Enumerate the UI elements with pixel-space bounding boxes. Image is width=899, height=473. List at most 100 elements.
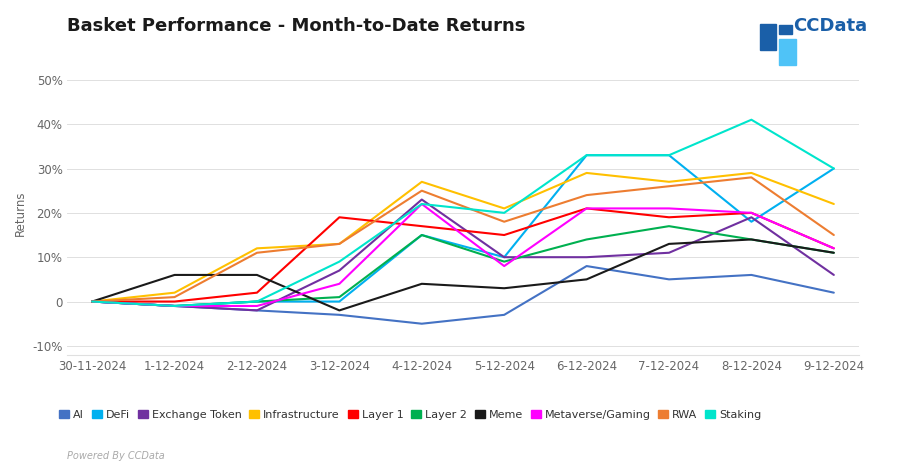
RWA bbox=[416, 188, 427, 193]
Infrastructure bbox=[663, 179, 674, 184]
DeFi bbox=[169, 303, 180, 309]
AI bbox=[499, 312, 510, 318]
Meme bbox=[252, 272, 263, 278]
Layer 2 bbox=[581, 236, 592, 242]
Line: RWA: RWA bbox=[92, 177, 834, 302]
Layer 2 bbox=[86, 299, 97, 305]
Text: Basket Performance - Month-to-Date Returns: Basket Performance - Month-to-Date Retur… bbox=[67, 17, 526, 35]
RWA bbox=[581, 192, 592, 198]
Metaverse/Gaming bbox=[86, 299, 97, 305]
AI bbox=[829, 290, 840, 296]
Exchange Token bbox=[252, 307, 263, 313]
Infrastructure bbox=[581, 170, 592, 176]
RWA bbox=[334, 241, 345, 247]
DeFi bbox=[581, 152, 592, 158]
Infrastructure bbox=[169, 290, 180, 296]
Staking bbox=[746, 117, 757, 123]
Layer 2 bbox=[169, 303, 180, 309]
Infrastructure bbox=[86, 299, 97, 305]
Staking bbox=[86, 299, 97, 305]
Layer 1 bbox=[252, 290, 263, 296]
Layer 2 bbox=[252, 299, 263, 305]
Metaverse/Gaming bbox=[663, 206, 674, 211]
Layer 1 bbox=[86, 299, 97, 305]
Layer 1 bbox=[499, 232, 510, 238]
Staking bbox=[829, 166, 840, 171]
Line: AI: AI bbox=[92, 266, 834, 324]
Infrastructure bbox=[499, 206, 510, 211]
AI bbox=[86, 299, 97, 305]
Staking bbox=[252, 299, 263, 305]
RWA bbox=[252, 250, 263, 255]
Staking bbox=[416, 201, 427, 207]
Exchange Token bbox=[334, 268, 345, 273]
Layer 1 bbox=[746, 210, 757, 216]
DeFi bbox=[416, 232, 427, 238]
Layer 2 bbox=[334, 294, 345, 300]
AI bbox=[581, 263, 592, 269]
Line: Infrastructure: Infrastructure bbox=[92, 173, 834, 302]
DeFi bbox=[334, 299, 345, 305]
RWA bbox=[499, 219, 510, 225]
Layer 2 bbox=[499, 259, 510, 264]
Staking bbox=[169, 303, 180, 309]
Line: DeFi: DeFi bbox=[92, 155, 834, 306]
Meme bbox=[581, 277, 592, 282]
Line: Staking: Staking bbox=[92, 120, 834, 306]
Text: CCData: CCData bbox=[794, 17, 868, 35]
Layer 2 bbox=[829, 250, 840, 255]
Metaverse/Gaming bbox=[499, 263, 510, 269]
Exchange Token bbox=[499, 254, 510, 260]
Exchange Token bbox=[169, 303, 180, 309]
Metaverse/Gaming bbox=[252, 303, 263, 309]
Meme bbox=[416, 281, 427, 287]
Layer 2 bbox=[746, 236, 757, 242]
AI bbox=[663, 277, 674, 282]
Layer 1 bbox=[581, 206, 592, 211]
DeFi bbox=[829, 166, 840, 171]
Meme bbox=[663, 241, 674, 247]
Staking bbox=[663, 152, 674, 158]
Layer 1 bbox=[169, 299, 180, 305]
Meme bbox=[746, 236, 757, 242]
Y-axis label: Returns: Returns bbox=[13, 190, 27, 236]
Infrastructure bbox=[829, 201, 840, 207]
Infrastructure bbox=[416, 179, 427, 184]
Infrastructure bbox=[252, 245, 263, 251]
Line: Metaverse/Gaming: Metaverse/Gaming bbox=[92, 204, 834, 306]
Staking bbox=[499, 210, 510, 216]
Layer 2 bbox=[416, 232, 427, 238]
Layer 1 bbox=[416, 223, 427, 229]
DeFi bbox=[499, 254, 510, 260]
DeFi bbox=[252, 299, 263, 305]
Line: Layer 1: Layer 1 bbox=[92, 209, 834, 302]
Metaverse/Gaming bbox=[334, 281, 345, 287]
Infrastructure bbox=[746, 170, 757, 176]
DeFi bbox=[746, 219, 757, 225]
RWA bbox=[663, 184, 674, 189]
Infrastructure bbox=[334, 241, 345, 247]
AI bbox=[169, 303, 180, 309]
Exchange Token bbox=[581, 254, 592, 260]
Exchange Token bbox=[86, 299, 97, 305]
AI bbox=[252, 307, 263, 313]
RWA bbox=[829, 232, 840, 238]
Meme bbox=[169, 272, 180, 278]
Legend: AI, DeFi, Exchange Token, Infrastructure, Layer 1, Layer 2, Meme, Metaverse/Gami: AI, DeFi, Exchange Token, Infrastructure… bbox=[59, 410, 761, 420]
Text: Powered By CCData: Powered By CCData bbox=[67, 451, 165, 461]
Layer 1 bbox=[334, 214, 345, 220]
Exchange Token bbox=[829, 272, 840, 278]
Staking bbox=[581, 152, 592, 158]
Metaverse/Gaming bbox=[829, 245, 840, 251]
RWA bbox=[86, 299, 97, 305]
Meme bbox=[86, 299, 97, 305]
RWA bbox=[169, 294, 180, 300]
Exchange Token bbox=[746, 214, 757, 220]
Layer 1 bbox=[829, 245, 840, 251]
DeFi bbox=[663, 152, 674, 158]
AI bbox=[746, 272, 757, 278]
Staking bbox=[334, 259, 345, 264]
Metaverse/Gaming bbox=[169, 303, 180, 309]
Line: Layer 2: Layer 2 bbox=[92, 226, 834, 306]
Meme bbox=[829, 250, 840, 255]
